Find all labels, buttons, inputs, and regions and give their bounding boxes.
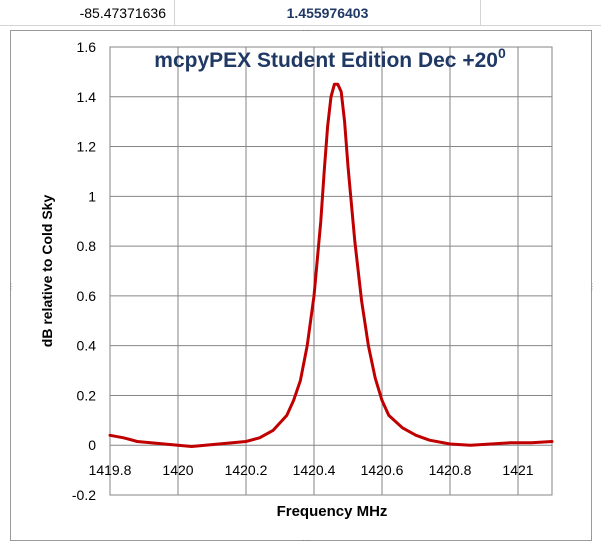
x-axis-tick-labels: 1419.8 1420 1420.2 1420.4 1420.6 1420.8 1421 (89, 462, 534, 478)
resize-handle-top[interactable]: ⋯ (302, 26, 310, 35)
y-tick-label: 1.2 (77, 139, 97, 155)
x-tick-label: 1420.2 (225, 462, 268, 478)
chart-title: mcpyPEX Student Edition Dec +200 (154, 45, 506, 72)
x-tick-label: 1420.8 (429, 462, 472, 478)
y-tick-label: 0.8 (77, 238, 97, 254)
y-tick-label: 1 (88, 188, 96, 204)
cell-value-b[interactable]: 1.455976403 (175, 0, 481, 26)
y-tick-label: 0.2 (77, 387, 97, 403)
y-axis-label: dB relative to Cold Sky (39, 195, 55, 348)
spreadsheet-cells-row: -85.47371636 1.455976403 (0, 0, 601, 26)
x-tick-label: 1420 (162, 462, 193, 478)
resize-handle-bottom[interactable]: ⋯ (302, 536, 310, 545)
plot-area-border (109, 46, 553, 496)
chart-frame[interactable]: ⋯ ⋯ ⋮ ⋮ (7, 26, 596, 545)
y-tick-label: 1.6 (77, 39, 97, 55)
chart-title-main: mcpyPEX Student Edition Dec +20 (154, 49, 498, 72)
y-tick-label: 0.6 (77, 288, 97, 304)
y-tick-label: 0 (88, 437, 96, 453)
chart-grid (109, 46, 553, 496)
chart-title-superscript: 0 (498, 45, 506, 61)
cell-value-a[interactable]: -85.47371636 (0, 0, 175, 26)
x-axis-label: Frequency MHz (277, 503, 388, 520)
y-axis-tick-labels: -0.2 0 0.2 0.4 0.6 0.8 1 1.2 1.4 1.6 (72, 39, 96, 503)
x-tick-label: 1421 (502, 462, 533, 478)
series-line (108, 82, 554, 448)
resize-handle-left[interactable]: ⋮ (7, 282, 15, 291)
y-tick-label: 0.4 (77, 338, 97, 354)
y-tick-label: -0.2 (72, 487, 96, 503)
x-tick-label: 1419.8 (89, 462, 132, 478)
x-tick-label: 1420.6 (361, 462, 404, 478)
y-tick-label: 1.4 (77, 89, 97, 105)
chart-series (108, 82, 554, 448)
x-tick-label: 1420.4 (293, 462, 336, 478)
resize-handle-right[interactable]: ⋮ (588, 282, 596, 291)
